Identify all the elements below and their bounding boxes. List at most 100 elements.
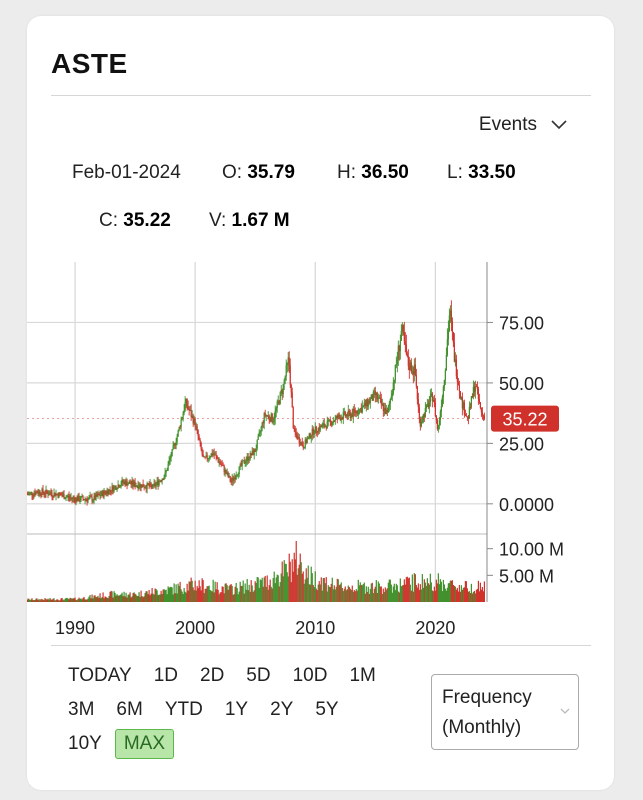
volume-bar bbox=[446, 587, 448, 602]
candle-body bbox=[51, 493, 53, 497]
range-button-max[interactable]: MAX bbox=[114, 729, 174, 759]
candle-body bbox=[156, 480, 158, 484]
volume-bar bbox=[172, 594, 174, 602]
volume-bar bbox=[198, 580, 200, 602]
range-button-5d[interactable]: 5D bbox=[246, 665, 271, 686]
volume-bar bbox=[107, 598, 109, 602]
range-button-5y[interactable]: 5Y bbox=[315, 699, 339, 720]
range-button-3m[interactable]: 3M bbox=[68, 699, 95, 720]
candle-body bbox=[178, 426, 180, 431]
candle-body bbox=[168, 460, 170, 465]
volume-bar bbox=[422, 587, 424, 602]
candle-body bbox=[358, 409, 360, 414]
candle-body bbox=[476, 386, 478, 390]
candle-body bbox=[38, 491, 40, 494]
volume-bar bbox=[94, 595, 96, 602]
candle-body bbox=[109, 489, 111, 491]
volume-bar bbox=[409, 584, 411, 602]
candle-body bbox=[349, 412, 351, 418]
volume-bar bbox=[245, 589, 247, 602]
volume-bar bbox=[237, 594, 239, 602]
volume-bar bbox=[193, 590, 195, 602]
candle-body bbox=[82, 496, 84, 500]
range-button-today[interactable]: TODAY bbox=[68, 665, 132, 686]
candle-body bbox=[161, 478, 163, 482]
candle-body bbox=[96, 494, 98, 497]
candle-body bbox=[169, 458, 171, 461]
range-button-2d[interactable]: 2D bbox=[200, 665, 225, 686]
candle-body bbox=[233, 477, 235, 481]
candle-body bbox=[232, 478, 234, 481]
volume-bar bbox=[304, 579, 306, 602]
volume-bar bbox=[84, 599, 86, 602]
volume-bar bbox=[205, 588, 207, 602]
candle-body bbox=[480, 408, 482, 413]
candle-body bbox=[367, 400, 369, 407]
frequency-value: (Monthly) bbox=[442, 717, 522, 738]
volume-bar bbox=[220, 592, 222, 602]
volume-bar bbox=[270, 586, 272, 602]
range-button-6m[interactable]: 6M bbox=[116, 699, 143, 720]
volume-bar bbox=[162, 589, 164, 602]
volume-bar bbox=[459, 591, 461, 602]
volume-bar bbox=[365, 586, 367, 602]
volume-bar bbox=[257, 577, 259, 602]
candle-body bbox=[215, 454, 217, 457]
events-dropdown[interactable]: Events bbox=[479, 114, 567, 136]
candle-body bbox=[124, 481, 126, 486]
range-button-ytd[interactable]: YTD bbox=[164, 699, 203, 720]
candle-body bbox=[147, 483, 149, 485]
frequency-select[interactable]: Frequency (Monthly) bbox=[431, 674, 579, 750]
volume-bar bbox=[395, 583, 397, 602]
volume-bar bbox=[288, 553, 290, 602]
candle-body bbox=[458, 384, 460, 392]
candle-body bbox=[352, 409, 354, 417]
range-button-1d[interactable]: 1D bbox=[153, 665, 178, 686]
candle-body bbox=[158, 481, 160, 485]
volume-bar bbox=[51, 599, 53, 602]
volume-bar bbox=[244, 583, 246, 602]
candle-body bbox=[454, 359, 456, 362]
volume-bar bbox=[85, 599, 87, 602]
candle-body bbox=[397, 345, 399, 360]
range-button-2y[interactable]: 2Y bbox=[270, 699, 294, 720]
volume-bar bbox=[86, 599, 88, 602]
candle-body bbox=[281, 390, 283, 394]
candle-body bbox=[54, 492, 56, 497]
volume-bar bbox=[403, 579, 405, 602]
volume-bar bbox=[394, 590, 396, 602]
candle-body bbox=[185, 398, 187, 403]
volume-bar bbox=[188, 581, 190, 602]
candle-body bbox=[295, 432, 297, 435]
volume-bar bbox=[170, 586, 172, 602]
volume-bar bbox=[239, 581, 241, 602]
candle-body bbox=[84, 499, 86, 501]
volume-bar bbox=[236, 587, 238, 602]
volume-bar bbox=[410, 590, 412, 602]
range-button-1m[interactable]: 1M bbox=[349, 665, 376, 686]
volume-bar bbox=[215, 589, 217, 602]
candle-body bbox=[398, 345, 400, 352]
candle-body bbox=[144, 487, 146, 489]
volume-bar bbox=[448, 583, 450, 602]
range-button-10y[interactable]: 10Y bbox=[68, 733, 102, 754]
volume-bar bbox=[208, 585, 210, 602]
candle-body bbox=[371, 394, 373, 401]
quote-close: C: 35.22 bbox=[99, 210, 171, 231]
volume-bar bbox=[46, 599, 48, 602]
range-button-10d[interactable]: 10D bbox=[292, 665, 328, 686]
range-button-1y[interactable]: 1Y bbox=[224, 699, 249, 720]
y-tick-label: 50.00 bbox=[499, 374, 544, 394]
candle-body bbox=[387, 406, 389, 413]
candle-body bbox=[365, 399, 367, 406]
candle-body bbox=[154, 483, 156, 486]
candle-body bbox=[49, 492, 51, 495]
candle-body bbox=[407, 356, 409, 366]
volume-bar bbox=[445, 590, 447, 602]
candle-body bbox=[28, 493, 30, 495]
price-volume-chart[interactable]: 1990 2000 2010 2020 75.00 50.00 25.00 0.0000 10.… bbox=[27, 16, 614, 646]
volume-bar bbox=[318, 581, 320, 602]
candle-body bbox=[354, 410, 356, 414]
candle-body bbox=[100, 495, 102, 497]
candle-body bbox=[451, 321, 453, 333]
